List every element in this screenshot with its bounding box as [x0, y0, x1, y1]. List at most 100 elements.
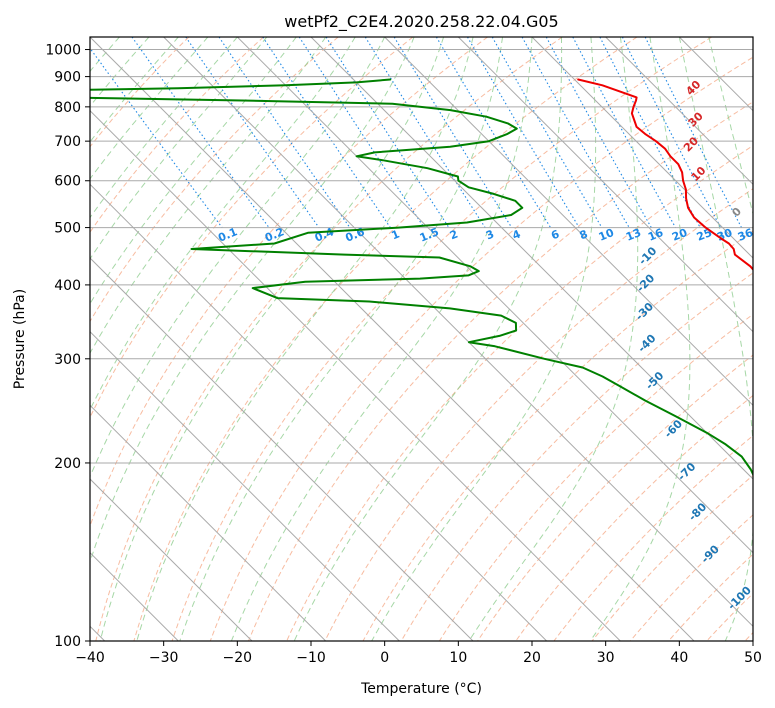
dewpoint-profile-line: [90, 78, 753, 477]
mixing-ratio-label: 30: [715, 226, 734, 244]
dry-adiabat-line: [515, 394, 753, 641]
x-axis-label: Temperature (°C): [360, 681, 482, 697]
isotherm-line: [90, 257, 474, 641]
moist-adiabat-line: [589, 37, 691, 641]
x-tick-label: 20: [523, 650, 541, 666]
y-tick-label: 1000: [45, 43, 81, 59]
y-tick-label: 800: [54, 100, 81, 116]
isotherm-line: [310, 37, 753, 480]
mixing-ratio-line: [364, 37, 486, 228]
temperature-profile-line: [577, 78, 753, 271]
mixing-ratio-line: [467, 37, 580, 228]
moist-adiabat-line: [90, 37, 386, 478]
moist-adiabat-line: [90, 37, 415, 564]
moist-adiabat-line: [90, 37, 209, 180]
x-axis-ticks: −40 −30 −20 −10 0 10 20 30 40 50: [75, 641, 762, 666]
y-tick-label: 700: [54, 134, 81, 150]
y-tick-label: 400: [54, 278, 81, 294]
dry-adiabat-line: [362, 230, 753, 641]
mixing-ratio-line: [521, 37, 630, 228]
x-tick-label: 0: [380, 650, 389, 666]
x-tick-label: 40: [670, 650, 688, 666]
mixing-ratio-label: 3: [484, 227, 496, 242]
moist-adiabats: [90, 37, 753, 641]
y-tick-label: 300: [54, 352, 81, 368]
mixing-ratio-label: 10: [597, 226, 616, 244]
mixing-ratio-label: 13: [624, 226, 643, 244]
isotherm-line: [90, 183, 548, 641]
isotherm-line: [457, 37, 753, 333]
mixing-ratio-label: 2: [448, 227, 460, 242]
plot-area: -100-90-80-70-60-50-40-30-20-10010203040…: [90, 37, 755, 641]
mixing-ratio-label: 36: [736, 226, 755, 244]
chart-title: wetPf2_C2E4.2020.258.22.04.G05: [284, 12, 558, 32]
isotherm-line: [531, 37, 753, 259]
y-tick-label: 200: [54, 456, 81, 472]
isotherms: [90, 37, 753, 641]
y-axis-label: Pressure (hPa): [12, 289, 28, 389]
isotherm-line: [605, 37, 753, 186]
moist-adiabat-line: [179, 37, 503, 641]
dry-adiabat-line: [90, 37, 488, 528]
dry-adiabat-line: [286, 145, 753, 641]
moist-adiabat-line: [230, 37, 533, 641]
dry-adiabat-line: [95, 37, 563, 641]
mixing-ratio-line: [572, 37, 676, 228]
isotherm-line: [236, 37, 753, 554]
y-tick-label: 100: [54, 634, 81, 650]
isotherm-line: [90, 330, 400, 641]
moist-adiabat-line: [90, 37, 327, 355]
dry-adiabat-line: [438, 313, 753, 641]
isotherm-line: [90, 37, 695, 641]
isotherm-line: [384, 37, 753, 407]
dry-adiabat-line: [324, 188, 753, 641]
profiles: [90, 78, 753, 477]
isotherm-line: [90, 404, 327, 641]
y-tick-label: 500: [54, 221, 81, 237]
x-tick-label: −20: [223, 650, 253, 666]
isotherm-line: [90, 478, 253, 641]
x-tick-label: −10: [296, 650, 326, 666]
isotherm-line: [163, 37, 753, 628]
mixing-ratio-line: [218, 37, 351, 228]
mixing-ratio-label: 8: [578, 227, 590, 242]
moist-adiabat-line: [90, 37, 179, 143]
y-tick-label: 900: [54, 70, 81, 86]
moist-adiabat-line: [468, 37, 639, 641]
dry-adiabat-line: [477, 354, 753, 641]
moist-adiabat-line: [136, 37, 474, 641]
dry-adiabat-line: [591, 474, 753, 641]
x-tick-label: 50: [744, 650, 762, 666]
x-tick-label: 30: [597, 650, 615, 666]
moist-adiabat-line: [293, 37, 563, 641]
mixing-ratio-line: [90, 47, 223, 228]
moist-adiabat-line: [90, 37, 297, 305]
moist-adiabat-line: [90, 37, 356, 411]
moist-adiabat-line: [90, 37, 268, 260]
mixing-ratio-line: [131, 37, 270, 228]
moist-adiabat-line: [708, 37, 753, 216]
mixing-ratio-label: 20: [670, 226, 689, 244]
mixing-ratio-line: [325, 37, 450, 228]
isotherm-line: [90, 109, 621, 641]
plot-frame: [89, 36, 754, 642]
isobars: [90, 49, 753, 641]
dry-adiabat-line: [171, 37, 712, 641]
y-tick-label: 600: [54, 174, 81, 190]
y-axis-ticks: 100 200 300 400 500 600 700 800 900 1000: [45, 43, 90, 650]
moist-adiabat-line: [371, 37, 597, 641]
dry-adiabat-line: [90, 37, 414, 419]
dry-adiabat-line: [400, 272, 753, 641]
x-tick-label: 10: [449, 650, 467, 666]
mixing-ratio-line: [393, 37, 513, 228]
mixing-ratio-line: [435, 37, 552, 228]
dry-adiabat-line: [90, 37, 339, 323]
moist-adiabat-line: [90, 37, 238, 219]
mixing-ratio-lines: [90, 37, 742, 228]
mixing-ratio-line: [491, 37, 603, 228]
moist-adiabat-line: [99, 37, 445, 641]
mixing-ratio-label: 16: [646, 226, 665, 244]
dry-adiabat-line: [90, 37, 190, 148]
